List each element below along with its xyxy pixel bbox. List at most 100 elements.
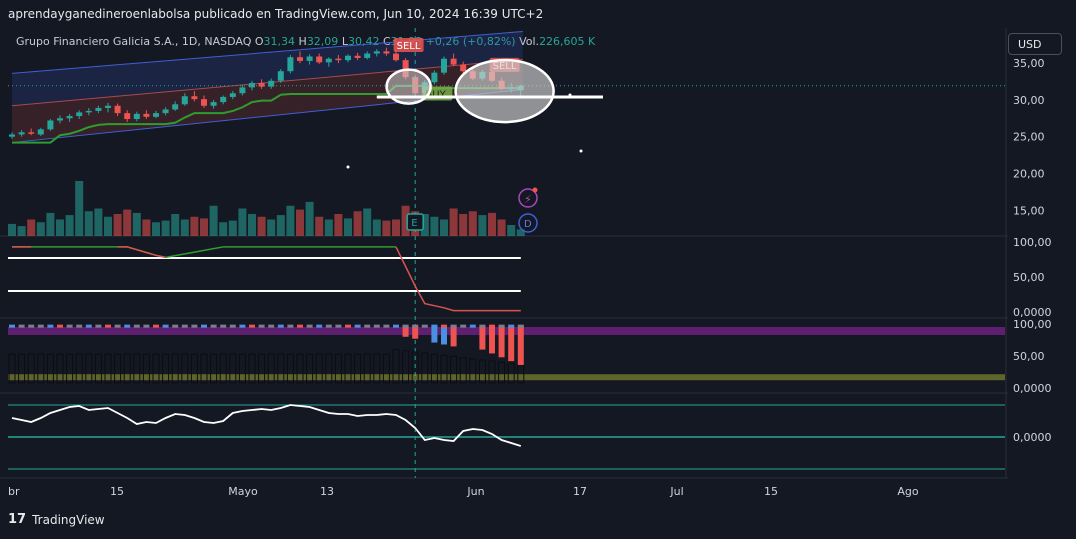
top-bar: aprendayganedineroenlabolsa publicado en… (0, 0, 1076, 28)
candle-body (345, 55, 351, 61)
candle-body (306, 56, 313, 61)
osc-top-dot (220, 324, 227, 328)
osc-bar-outline (190, 353, 198, 384)
candle-body (335, 58, 342, 61)
osc-top-dot (172, 324, 179, 328)
osc-bar-outline (104, 353, 112, 384)
volume-bar (17, 226, 26, 236)
price-tick-label: 20,00 (1013, 167, 1045, 180)
osc-top-dot (479, 324, 486, 328)
osc-bar-outline (123, 353, 131, 384)
osc-top-dot (489, 324, 495, 328)
candle-body (37, 129, 44, 135)
annotation-ellipse-right (454, 58, 555, 124)
osc-bar-outline (8, 353, 16, 384)
osc-top-dot (431, 324, 438, 328)
osc-bar-outline (171, 353, 179, 384)
osc-bar-outline (411, 351, 419, 384)
candle-body (431, 72, 438, 83)
volume-bar (84, 211, 93, 236)
currency-button[interactable]: USD (1008, 33, 1062, 55)
candle-body (76, 112, 83, 117)
osc-bar-outline (162, 353, 170, 384)
price-tick-label: 15,00 (1013, 204, 1045, 217)
candle-body (373, 51, 380, 54)
osc-top-dot (95, 324, 102, 328)
candle-body (364, 53, 371, 58)
price-tick-label: 35,00 (1013, 57, 1045, 70)
candle-body (143, 113, 150, 117)
osc-top-dot (162, 324, 169, 328)
candle-body (460, 64, 467, 72)
candle-body (18, 132, 25, 135)
volume-bar (142, 219, 151, 236)
volume-bar (94, 208, 103, 236)
osc-top-dot (191, 324, 198, 328)
osc-bar-outline (277, 353, 285, 384)
osc-top-dot (354, 324, 361, 328)
osc-bar-outline (478, 359, 486, 384)
candle-body (229, 93, 236, 97)
volume-bar (468, 211, 477, 236)
osc-top-dot (28, 324, 35, 328)
volume-bar (8, 223, 16, 236)
earnings-icon (406, 213, 424, 231)
tradingview-logo-icon: 17 (8, 512, 27, 527)
volume-bar (334, 214, 343, 236)
volume-bar (36, 222, 45, 236)
dividend-icon (518, 213, 538, 233)
candle-body (201, 99, 207, 106)
volume-bar (171, 214, 180, 236)
candle-body (47, 120, 54, 130)
osc-bar-outline (46, 353, 54, 384)
sell-signal-label: SELL (397, 41, 421, 52)
osc-top-dot (249, 324, 255, 328)
volume-bar (372, 219, 381, 236)
buy-signal-label: BUY (425, 89, 446, 100)
osc-overbought-band (8, 327, 1005, 335)
volume-bar (238, 208, 247, 236)
osc-bar-fill (517, 325, 524, 365)
candle-body (191, 96, 198, 100)
osc-top-dot (201, 324, 207, 328)
candle-body (172, 104, 179, 110)
candle-body (181, 96, 188, 105)
osc-top-dot (76, 324, 83, 328)
annotation-ellipse-left (385, 68, 432, 105)
osc-top-dot (297, 324, 303, 328)
osc-top-dot (421, 324, 428, 328)
panel2-tick-label: 0,0000 (1013, 306, 1052, 319)
volume-bar (104, 216, 112, 236)
osc-oversold-band (8, 374, 1005, 381)
osc-top-dot (306, 324, 313, 328)
volume-bar (324, 219, 333, 236)
osc-bar-outline (85, 353, 93, 384)
osc-bar-outline (229, 353, 237, 384)
candle-body (133, 113, 140, 120)
osc-bar-outline (507, 362, 515, 384)
osc-bar-outline (142, 353, 150, 384)
osc-bar-outline (440, 354, 448, 384)
price-tick-label: 30,00 (1013, 94, 1045, 107)
osc-bar-outline (56, 353, 64, 384)
volume-bar (180, 219, 189, 236)
osc-top-dot (18, 324, 25, 328)
volume-bar (123, 209, 132, 236)
osc-bar-outline (430, 353, 438, 384)
volume-bar (516, 229, 525, 236)
volume-bar (488, 212, 496, 236)
osc-bar-fill (498, 325, 505, 358)
time-tick-label: Jul (669, 485, 683, 498)
volume-bar (152, 222, 160, 236)
time-tick-label: 13 (320, 485, 334, 498)
volume-bar (449, 208, 458, 236)
osc-bar-outline (18, 353, 26, 384)
osc-bar-outline (402, 350, 410, 384)
osc-bar-outline (286, 353, 294, 384)
osc-bar-fill (402, 325, 409, 337)
open-label: O (254, 35, 264, 48)
footer-brand[interactable]: 17 TradingView (8, 512, 105, 527)
volume-bar (478, 215, 487, 236)
candle-body (258, 82, 265, 87)
